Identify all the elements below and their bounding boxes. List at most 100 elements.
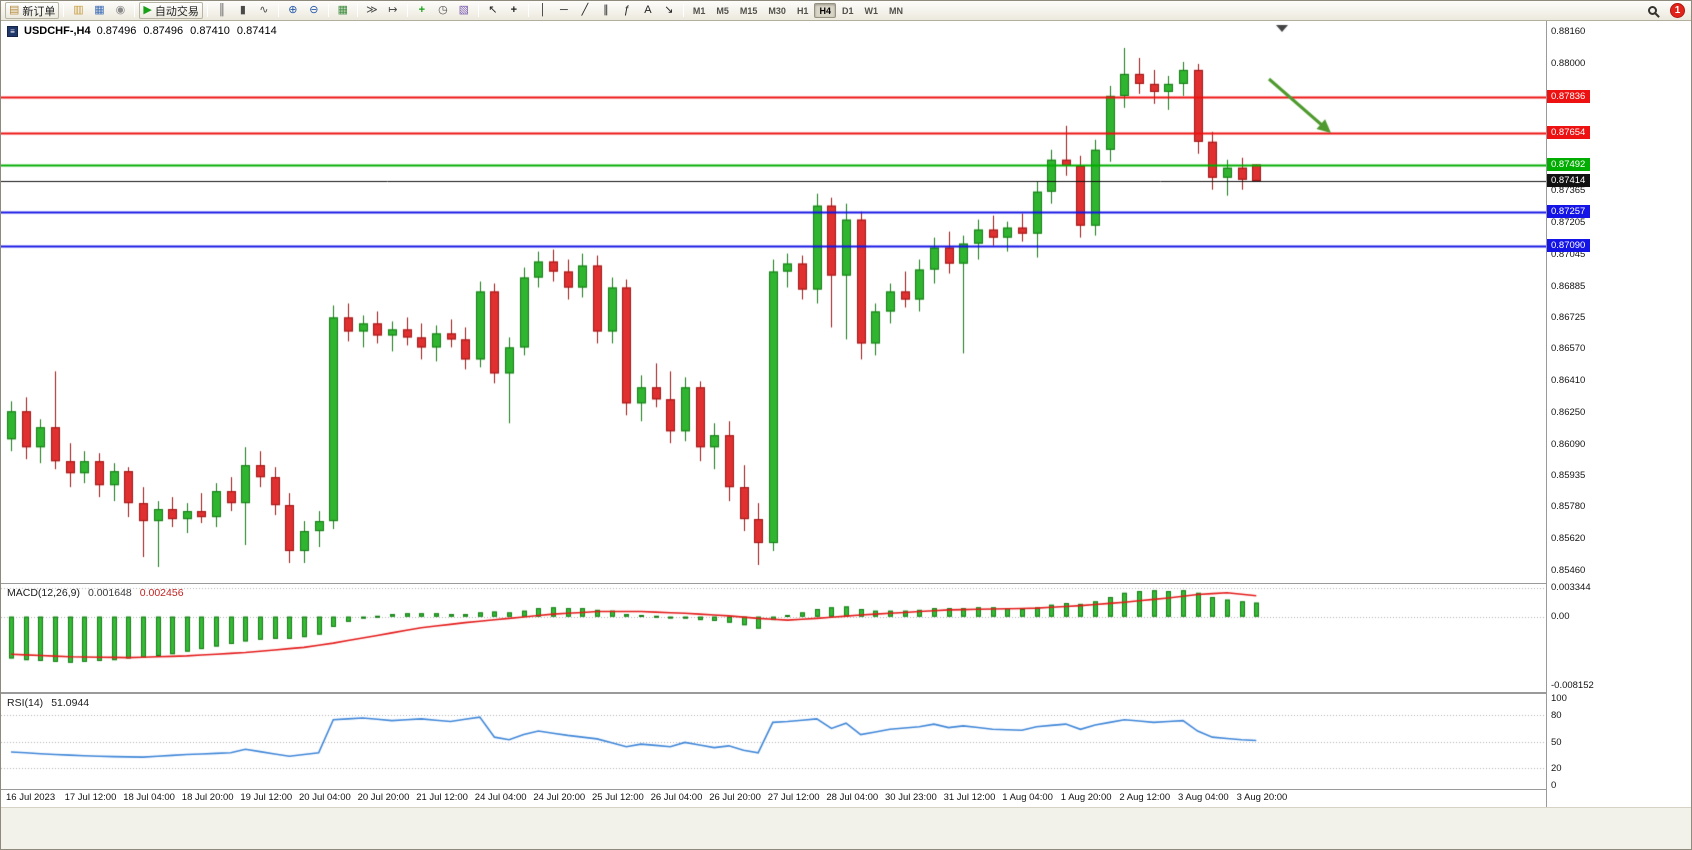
fibo-icon: ƒ <box>623 4 630 16</box>
time-axis[interactable]: 16 Jul 2023 17 Jul 12:00 18 Jul 04:00 18 Ju… <box>1 790 1547 807</box>
time-axis-label: 26 Jul 20:00 <box>709 792 761 803</box>
trend-icon: ╱ <box>581 4 589 16</box>
candle-icon: ▮ <box>239 4 246 16</box>
periods-button[interactable]: ◷ <box>433 2 453 19</box>
hline-icon: ─ <box>559 4 568 16</box>
pane-divider[interactable] <box>1 692 1691 694</box>
macd-main-value: 0.001648 <box>87 587 132 599</box>
price-axis-label: 0.86250 <box>1551 407 1586 419</box>
tim eframe-w1-button[interactable]: W1 <box>859 3 883 18</box>
time-axis-label: 2 Aug 12:00 <box>1119 792 1171 803</box>
auto-trading-button[interactable]: ▶ 自动交易 <box>139 2 203 19</box>
clock-icon: ◷ <box>438 4 448 16</box>
new-order-label: 新订单 <box>22 5 56 18</box>
price-tag: 0.87836 <box>1547 89 1591 103</box>
cursor-icon: ↖ <box>488 4 498 16</box>
time-axis-label: 20 Jul 04:00 <box>299 792 351 803</box>
search-icon <box>1647 6 1657 15</box>
data-window-icon: ▦ <box>94 4 105 16</box>
macd-axis-label: 0.003344 <box>1551 582 1591 594</box>
rsi-canvas[interactable] <box>1 694 1547 789</box>
toolbar-separator <box>527 4 529 17</box>
time-axis-label: 18 Jul 20:00 <box>181 792 234 803</box>
time-axis-label: 24 Jul 04:00 <box>474 792 527 803</box>
timeframe-m5-button[interactable]: M5 <box>711 3 734 18</box>
candlestick-mode-button[interactable]: ▮ <box>233 2 253 19</box>
time-axis-label: 1 Aug 20:00 <box>1060 792 1112 803</box>
price-axis-label: 0.86090 <box>1551 439 1586 451</box>
zoom-out-button[interactable]: ⊖ <box>304 2 324 19</box>
price-axis-label: 0.86410 <box>1551 375 1586 387</box>
time-axis-label: 25 Jul 12:00 <box>592 792 644 803</box>
navigator-icon: ◉ <box>115 4 126 16</box>
price-axis-label: 0.85935 <box>1551 470 1586 482</box>
price-axis-label: 0.85780 <box>1551 501 1586 513</box>
navigator-button[interactable]: ◉ <box>110 2 130 19</box>
new-order-button[interactable]: ▤ 新订单 <box>5 2 60 19</box>
tile-windows-button[interactable]: ▦ <box>333 2 353 19</box>
macd-canvas[interactable] <box>1 584 1547 692</box>
pane-divider[interactable] <box>1 583 1691 584</box>
rsi-axis-label: 50 <box>1551 736 1562 748</box>
symbol-period-title: USDCHF-,H4 <box>24 25 91 37</box>
arrows-icon: ↘ <box>664 4 674 16</box>
timeframe-h4-button[interactable]: H4 <box>814 3 836 18</box>
time-axis-label: 19 Jul 12:00 <box>240 792 293 803</box>
templates-button[interactable]: ▧ <box>454 2 474 19</box>
timeframe-h1-button[interactable]: H1 <box>792 3 814 18</box>
auto-scroll-button[interactable]: ≫ <box>362 2 382 19</box>
pane-divider[interactable] <box>1 789 1691 790</box>
close-value: 0.87414 <box>236 25 277 37</box>
time-axis-label: 17 Jul 12:00 <box>64 792 117 803</box>
fibonacci-tool-button[interactable]: ƒ <box>617 2 637 19</box>
market-watch-button[interactable]: ▥ <box>68 2 88 19</box>
channel-tool-button[interactable]: ∥ <box>596 2 616 19</box>
zoom-in-button[interactable]: ⊕ <box>283 2 303 19</box>
data-window-button[interactable]: ▦ <box>89 2 109 19</box>
crosshair-tool-button[interactable]: + <box>504 2 524 19</box>
line-chart-mode-button[interactable]: ∿ <box>254 2 274 19</box>
rsi-axis-label: 20 <box>1551 762 1562 774</box>
notification-badge[interactable]: 1 <box>1670 3 1685 18</box>
cursor-tool-button[interactable]: ↖ <box>483 2 503 19</box>
timeframe-mn-button[interactable]: MN <box>884 3 908 18</box>
toolbar-separator <box>682 4 684 17</box>
price-axis[interactable]: 0.88160 0.88000 0.87365 0.87205 0.87045 0.868… <box>1547 21 1691 807</box>
bars-icon: ║ <box>217 4 226 16</box>
text-tool-button[interactable]: A <box>638 2 658 19</box>
macd-name: MACD(12,26,9) <box>7 587 80 599</box>
timeframe-d1-button[interactable]: D1 <box>837 3 859 18</box>
trendline-tool-button[interactable]: ╱ <box>575 2 595 19</box>
rsi-value: 51.0944 <box>51 697 90 709</box>
rsi-axis-label: 80 <box>1551 710 1562 722</box>
chart-shift-button[interactable]: ↦ <box>383 2 403 19</box>
timeframe-m1-button[interactable]: M1 <box>688 3 711 18</box>
time-axis-label: 16 Jul 2023 <box>6 792 56 803</box>
rsi-axis-label: 100 <box>1551 693 1567 704</box>
zoom-out-icon: ⊖ <box>309 4 319 16</box>
time-axis-label: 3 Aug 04:00 <box>1178 792 1229 803</box>
main-chart-canvas[interactable] <box>1 21 1547 583</box>
indicators-list-button[interactable]: + <box>412 2 432 19</box>
toolbar-right: 1 <box>1642 2 1689 19</box>
macd-label: MACD(12,26,9) 0.001648 0.002456 <box>7 587 184 599</box>
market-watch-icon: ▥ <box>73 4 84 16</box>
time-axis-label: 20 Jul 20:00 <box>357 792 410 803</box>
timeframe-m30-button[interactable]: M30 <box>763 3 791 18</box>
window-bottom-area <box>1 807 1691 849</box>
horizontal-line-tool-button[interactable]: ─ <box>554 2 574 19</box>
bar-chart-mode-button[interactable]: ║ <box>212 2 232 19</box>
search-button[interactable] <box>1642 2 1662 19</box>
time-axis-label: 24 Jul 20:00 <box>533 792 586 803</box>
chart-window-icon: ≡ <box>7 25 18 37</box>
toolbar-separator <box>327 4 329 17</box>
indicators-icon: + <box>418 4 426 16</box>
timeframe-m15-button[interactable]: M15 <box>735 3 763 18</box>
high-value: 0.87496 <box>143 25 184 37</box>
arrows-tool-button[interactable]: ↘ <box>659 2 679 19</box>
toolbar: ▤ 新订单 ▥ ▦ ◉ ▶ 自动交易 ║ ▮ ∿ ⊕ ⊖ ▦ ≫ ↦ + ◷ ▧ ↖ + │ ─ ╱ ∥ ƒ A ↘ M1 M5 M15 M… <box>1 1 1691 21</box>
price-axis-label: 0.86885 <box>1551 280 1586 292</box>
time-axis-label: 31 Jul 12:00 <box>943 792 996 803</box>
vertical-line-tool-button[interactable]: │ <box>533 2 553 19</box>
